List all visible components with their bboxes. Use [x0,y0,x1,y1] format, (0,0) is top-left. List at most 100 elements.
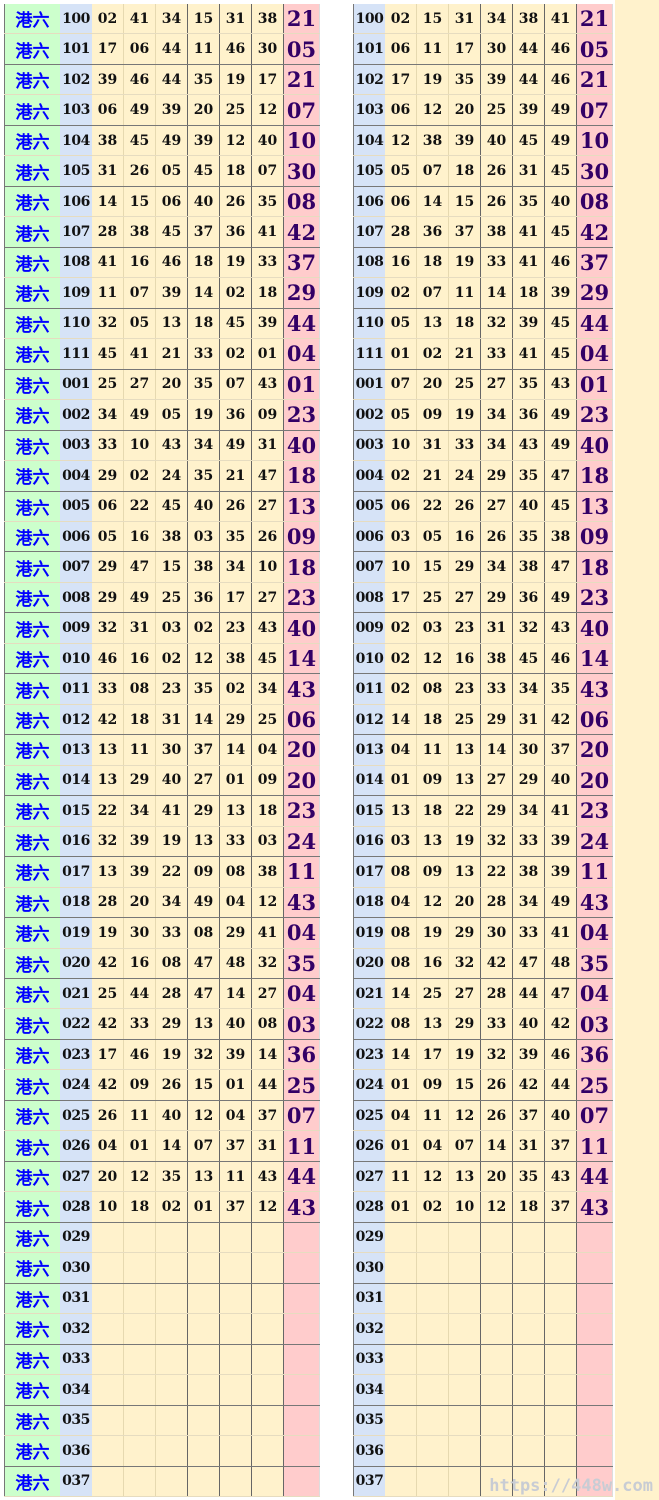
drawn-number: 26 [92,1100,124,1131]
drawn-number: 09 [252,400,284,430]
special-number: 23 [577,400,613,430]
drawn-number: 20 [156,369,188,400]
issue-number: 107 [353,217,385,247]
table-row: 018 04 12 20 28 34 49 43 [353,887,613,919]
drawn-number [156,1314,188,1344]
drawn-number: 05 [156,400,188,430]
table-row: 023 14 17 19 32 39 46 36 [353,1039,613,1071]
drawn-number [188,1314,220,1344]
drawn-number: 06 [385,186,417,217]
region-label: 港六 [4,1070,60,1100]
drawn-number [449,1375,481,1405]
drawn-number: 07 [220,369,252,400]
drawn-number: 10 [124,430,156,461]
table-row: 港六 019 19 30 33 08 29 41 04 [4,918,320,949]
drawn-number [417,1283,449,1314]
drawn-number [92,1436,124,1466]
drawn-number: 49 [220,430,252,461]
drawn-number: 49 [545,582,577,613]
table-row: 港六 017 13 39 22 09 08 38 11 [4,857,320,888]
drawn-number [417,1466,449,1496]
table-row: 港六 005 06 22 45 40 26 27 13 [4,491,320,522]
drawn-number: 45 [545,217,577,247]
issue-number: 106 [353,186,385,217]
drawn-number: 14 [252,1039,284,1070]
special-number: 43 [577,1192,613,1222]
special-number: 10 [284,125,320,156]
drawn-number: 18 [449,156,481,186]
drawn-number: 19 [220,64,252,95]
drawn-number: 35 [513,461,545,491]
drawn-number [220,1466,252,1496]
drawn-number [156,1375,188,1405]
special-number [577,1466,613,1496]
drawn-number: 30 [481,918,513,948]
drawn-number: 10 [92,1192,124,1222]
drawn-number: 35 [545,674,577,704]
special-number [284,1283,320,1314]
drawn-number [449,1405,481,1436]
drawn-number [124,1375,156,1405]
table-row: 015 13 18 22 29 34 41 23 [353,796,613,827]
drawn-number: 25 [220,95,252,125]
drawn-number: 09 [417,1070,449,1100]
issue-number: 036 [60,1436,92,1466]
drawn-number: 28 [481,887,513,918]
drawn-number: 33 [481,1009,513,1039]
drawn-number: 17 [385,582,417,613]
drawn-number: 31 [513,156,545,186]
table-row: 105 05 07 18 26 31 45 30 [353,156,613,187]
special-number: 13 [284,491,320,521]
drawn-number: 05 [156,156,188,186]
drawn-number: 41 [124,4,156,34]
table-row: 025 04 11 12 26 37 40 07 [353,1100,613,1132]
drawn-number [545,1222,577,1253]
drawn-number: 01 [220,765,252,796]
drawn-number: 45 [545,491,577,521]
drawn-number: 26 [220,186,252,217]
drawn-number [481,1466,513,1496]
drawn-number: 08 [385,857,417,887]
issue-number: 037 [60,1466,92,1496]
region-label: 港六 [4,826,60,857]
drawn-number [513,1344,545,1375]
special-number: 18 [577,461,613,491]
issue-number: 013 [353,735,385,765]
drawn-number: 01 [124,1131,156,1161]
table-row: 017 08 09 13 22 38 39 11 [353,857,613,888]
drawn-number: 17 [385,64,417,95]
issue-number: 030 [60,1253,92,1283]
drawn-number: 46 [156,247,188,278]
drawn-number: 08 [156,948,188,978]
drawn-number [513,1466,545,1496]
drawn-number: 03 [188,521,220,552]
drawn-number: 19 [417,918,449,948]
drawn-number: 24 [449,461,481,491]
issue-number: 035 [60,1405,92,1436]
drawn-number: 14 [92,186,124,217]
drawn-number: 43 [252,369,284,400]
drawn-number: 40 [252,125,284,156]
drawn-number: 03 [252,826,284,857]
drawn-number: 32 [481,826,513,857]
special-number: 08 [577,186,613,217]
table-row: 014 01 09 13 27 29 40 20 [353,765,613,797]
drawn-number: 40 [545,1100,577,1131]
drawn-number: 04 [417,1131,449,1161]
issue-number: 028 [353,1192,385,1222]
drawn-number: 39 [513,1039,545,1070]
special-number: 42 [577,217,613,247]
drawn-number: 44 [252,1070,284,1100]
drawn-number [481,1314,513,1344]
drawn-number [545,1436,577,1466]
drawn-number: 13 [220,796,252,826]
drawn-number: 38 [513,857,545,887]
region-label: 港六 [4,34,60,64]
drawn-number: 39 [124,826,156,857]
drawn-number: 35 [188,369,220,400]
issue-number: 010 [353,643,385,674]
drawn-number: 12 [252,95,284,125]
drawn-number: 08 [124,674,156,704]
drawn-number: 42 [92,948,124,978]
drawn-number: 02 [124,461,156,491]
